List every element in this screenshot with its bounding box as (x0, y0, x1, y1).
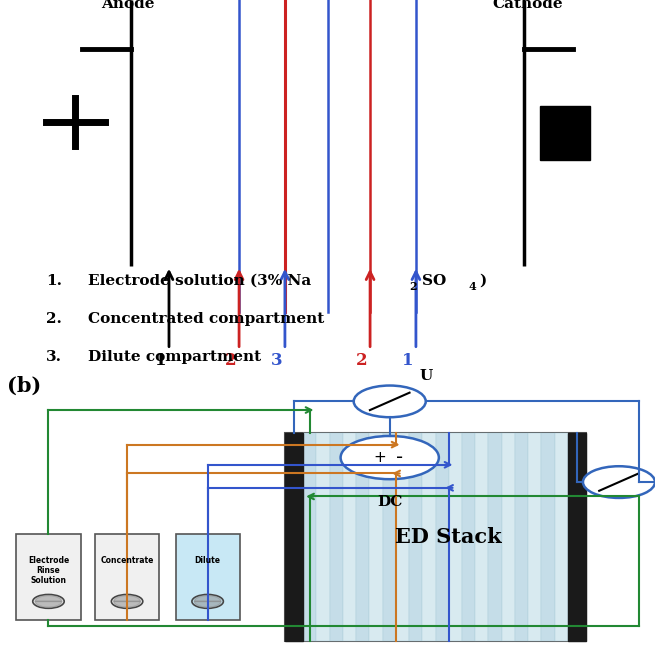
Bar (542, 433, 555, 641)
Bar (303, 433, 316, 641)
Bar (540, 106, 590, 160)
Text: Anode: Anode (101, 0, 155, 11)
Text: 2: 2 (356, 352, 367, 369)
Bar (449, 433, 462, 641)
Polygon shape (195, 601, 221, 607)
Text: 2: 2 (225, 352, 236, 369)
Bar (16, 534, 81, 620)
Bar (356, 433, 369, 641)
Text: Electrode
Rinse
Solution: Electrode Rinse Solution (28, 555, 69, 586)
Text: Dilute: Dilute (195, 555, 221, 565)
Bar (369, 433, 383, 641)
Polygon shape (195, 595, 221, 601)
Bar (462, 433, 476, 641)
Text: SO: SO (422, 274, 447, 288)
Text: Cathode: Cathode (492, 0, 563, 11)
Bar (528, 433, 542, 641)
Text: U: U (419, 369, 432, 383)
Bar (489, 433, 502, 641)
Polygon shape (114, 601, 140, 607)
Polygon shape (35, 601, 62, 607)
Text: ED Stack: ED Stack (396, 527, 502, 547)
Circle shape (354, 386, 426, 417)
Text: 1.: 1. (46, 274, 62, 288)
Bar (422, 433, 436, 641)
Text: 1: 1 (402, 352, 413, 369)
Bar (396, 433, 409, 641)
Text: 2.: 2. (46, 312, 62, 326)
Bar (343, 433, 356, 641)
Text: 3: 3 (271, 352, 282, 369)
Text: ): ) (479, 274, 487, 288)
Text: DC: DC (377, 495, 402, 509)
Bar (568, 433, 586, 641)
Text: -: - (396, 448, 403, 467)
Text: +: + (373, 450, 386, 465)
Circle shape (341, 436, 439, 479)
Bar (409, 433, 422, 641)
Bar (502, 433, 515, 641)
Text: Concentrated compartment: Concentrated compartment (88, 312, 325, 326)
Bar (555, 433, 568, 641)
Bar (515, 433, 528, 641)
Bar (383, 433, 396, 641)
Polygon shape (114, 595, 140, 601)
Circle shape (583, 466, 655, 498)
Text: 1: 1 (155, 352, 166, 369)
Bar (436, 433, 449, 641)
Bar (95, 534, 159, 620)
Bar (176, 534, 240, 620)
Bar (476, 433, 489, 641)
Text: Electrode solution (3% Na: Electrode solution (3% Na (88, 274, 312, 288)
Bar (285, 433, 586, 641)
Bar (316, 433, 329, 641)
Bar (329, 433, 343, 641)
Text: 2: 2 (409, 281, 417, 292)
Bar (285, 433, 303, 641)
Text: 3.: 3. (46, 350, 62, 364)
Text: 4: 4 (468, 281, 476, 292)
Text: Concentrate: Concentrate (100, 555, 154, 565)
Polygon shape (35, 595, 62, 601)
Text: Dilute compartment: Dilute compartment (88, 350, 261, 364)
Text: (b): (b) (7, 375, 41, 396)
